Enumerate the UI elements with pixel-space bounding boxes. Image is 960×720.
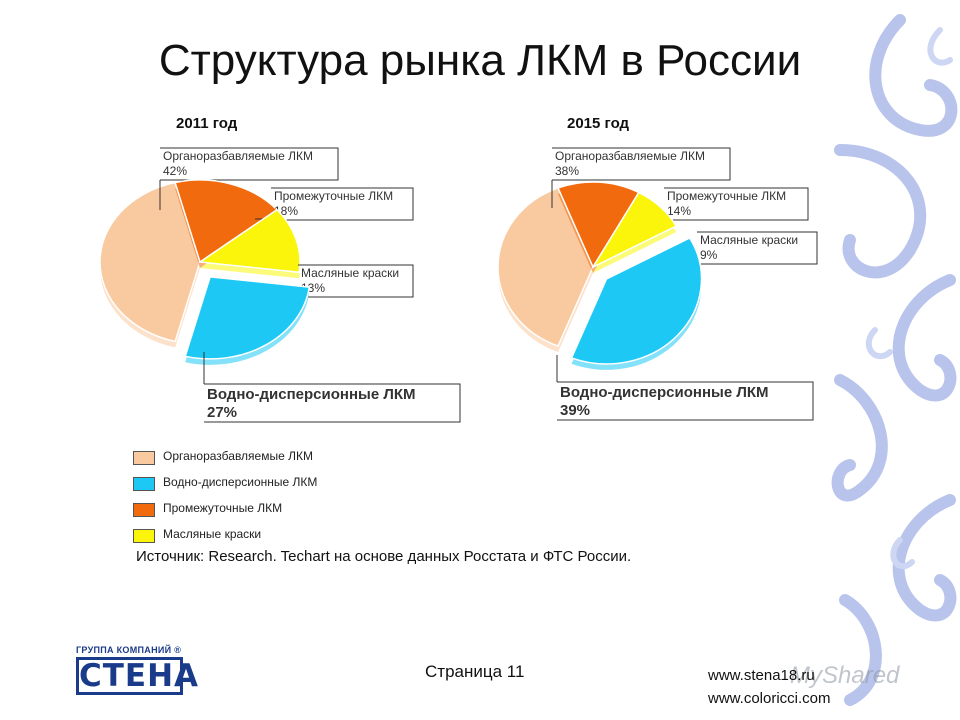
callout-box (697, 231, 818, 265)
pie-slice-organorazbavlyaemye-lkm (99, 181, 201, 343)
callout-box (298, 264, 414, 298)
legend-swatch (133, 451, 155, 465)
chart-title-2011: 2011 год (176, 115, 238, 132)
slide-title: Структура рынка ЛКМ в России (158, 36, 802, 85)
logo-caption: ГРУППА КОМПАНИЙ ® (76, 645, 182, 655)
logo-name: СТЕНА (76, 657, 198, 695)
callout-box (664, 187, 809, 221)
callout-box (557, 381, 814, 421)
pie-slice-promezhutochnye-lkm (557, 181, 640, 269)
slice-value-label: 39% (560, 402, 590, 419)
legend-swatch (133, 503, 155, 517)
website-link[interactable]: www.stena18.ru (708, 667, 815, 684)
legend-label: Водно-дисперсионные ЛКМ (163, 475, 318, 489)
slice-value-label: 14% (667, 204, 691, 218)
legend-label: Масляные краски (163, 527, 262, 541)
legend-label: Промежуточные ЛКМ (163, 501, 283, 515)
slice-name-label: Органоразбавляемые ЛКМ (163, 149, 313, 163)
callout-box (271, 187, 414, 221)
watermark-text: MyShared (790, 662, 900, 689)
slice-name-label: Масляные краски (301, 266, 399, 280)
pie-slice-maslyanye-kraski (591, 191, 678, 269)
slice-name-label: Промежуточные ЛКМ (274, 189, 393, 203)
slice-name-label: Органоразбавляемые ЛКМ (555, 149, 705, 163)
slice-value-label: 38% (555, 164, 579, 178)
website-list: www.stena18.ru www.coloricci.com (708, 664, 831, 710)
pie-slice-promezhutochnye-lkm (174, 179, 279, 264)
chart-title-2015: 2015 год (567, 115, 630, 132)
slice-value-label: 27% (207, 404, 237, 421)
slice-name-label: Масляные краски (700, 233, 798, 247)
website-link[interactable]: www.coloricci.com (708, 690, 831, 707)
slice-value-label: 9% (700, 248, 718, 262)
callout-box (204, 383, 461, 423)
pie-slice-maslyanye-kraski (197, 208, 301, 274)
slice-name-label: Промежуточные ЛКМ (667, 189, 786, 203)
company-logo: ГРУППА КОМПАНИЙ ® СТЕНА (76, 645, 198, 695)
legend-swatch (133, 477, 155, 491)
pie-slice-vodno-dispersionnye-lkm (570, 236, 703, 365)
slice-name-label: Водно-дисперсионные ЛКМ (560, 384, 769, 401)
callout-box (552, 147, 731, 181)
callout-box (160, 147, 339, 181)
slice-value-label: 42% (163, 164, 187, 178)
page-number: Страница 11 (425, 662, 525, 681)
slice-name-label: Водно-дисперсионные ЛКМ (207, 386, 416, 403)
pie-slice-vodno-dispersionnye-lkm (184, 276, 311, 360)
source-note: Источник: Research. Techart на основе да… (136, 548, 632, 565)
legend-label: Органоразбавляемые ЛКМ (163, 449, 313, 463)
legend-swatch (133, 529, 155, 543)
pie-slice-organorazbavlyaemye-lkm (497, 187, 594, 347)
